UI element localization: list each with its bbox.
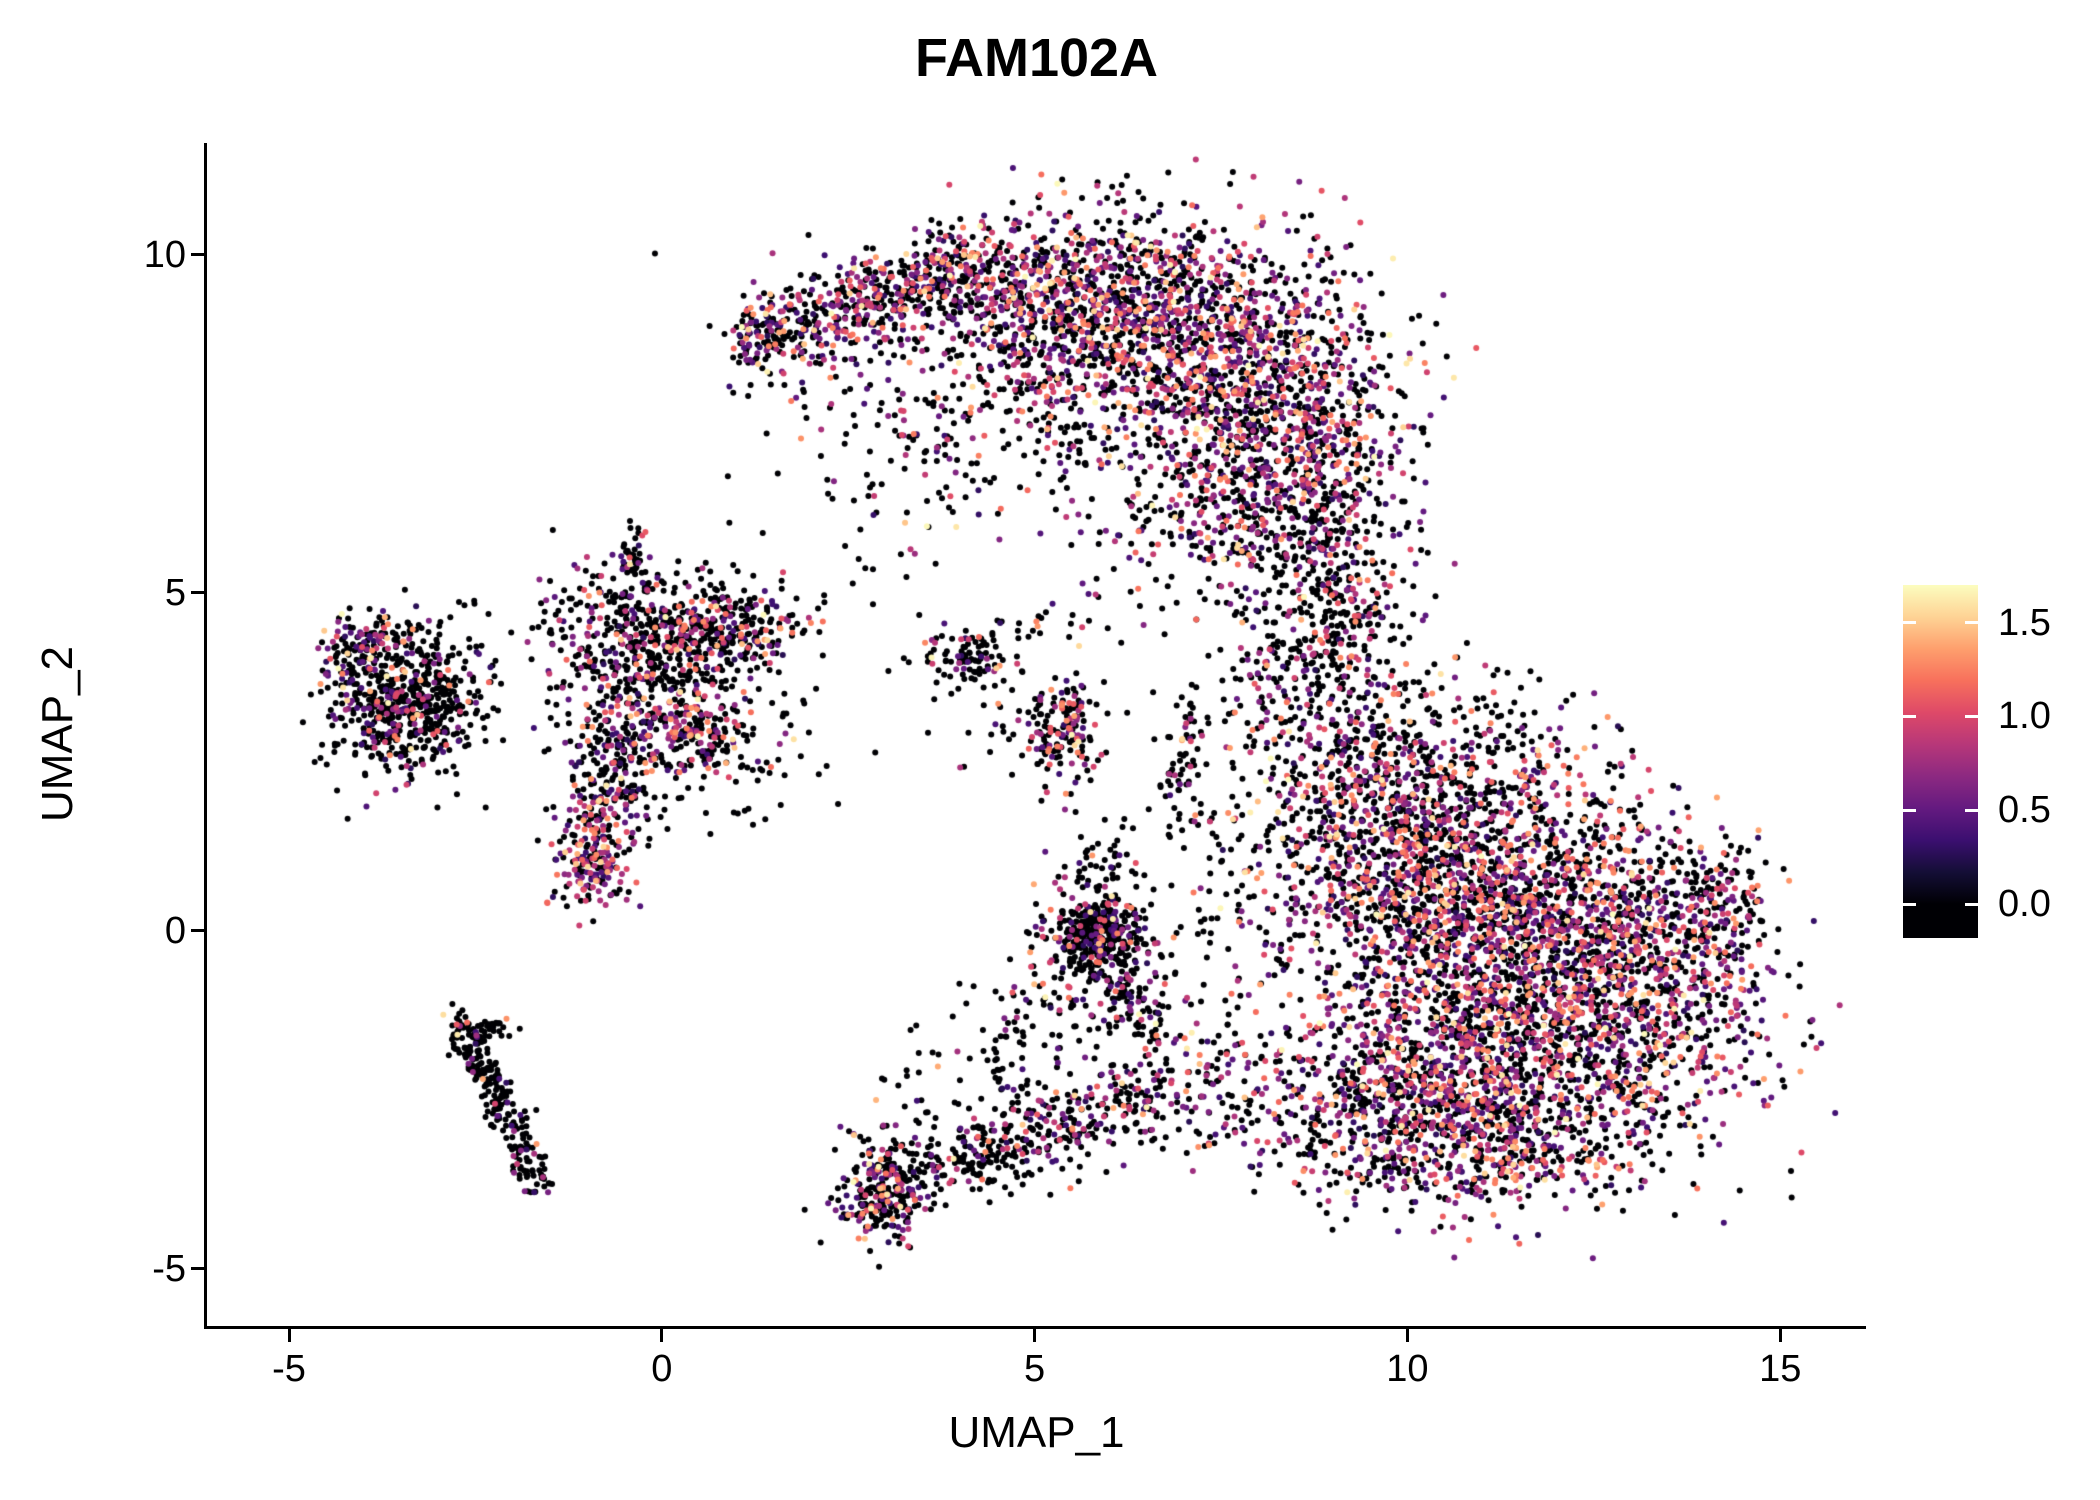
x-tick-label: 10 — [1386, 1348, 1429, 1390]
x-tick-mark — [1778, 1329, 1782, 1342]
x-tick-label: 0 — [651, 1348, 673, 1390]
y-tick-mark — [191, 929, 204, 933]
y-tick-label: 10 — [143, 233, 186, 276]
x-tick-mark — [1033, 1329, 1037, 1342]
colorbar-tick-mark — [1965, 902, 1978, 906]
x-tick-label: 5 — [1024, 1348, 1046, 1390]
x-axis-title: UMAP_1 — [948, 1408, 1125, 1457]
x-tick-label: -5 — [272, 1348, 306, 1390]
colorbar-tick-label: 0.0 — [1998, 883, 2051, 926]
colorbar-tick-mark — [1903, 621, 1916, 625]
x-tick-mark — [660, 1329, 664, 1342]
y-axis-line — [204, 143, 207, 1329]
colorbar-tick-mark — [1965, 808, 1978, 812]
y-tick-label: 5 — [164, 571, 186, 614]
scatter-canvas — [207, 143, 1866, 1326]
x-tick-label: 15 — [1759, 1348, 1802, 1390]
colorbar-tick-label: 1.5 — [1998, 601, 2051, 644]
colorbar-tick-label: 0.5 — [1998, 789, 2051, 832]
colorbar-tick-mark — [1903, 902, 1916, 906]
x-tick-mark — [287, 1329, 291, 1342]
y-tick-label: 0 — [164, 909, 186, 952]
y-tick-mark — [191, 1267, 204, 1271]
x-tick-mark — [1405, 1329, 1409, 1342]
plot-title: FAM102A — [914, 28, 1159, 88]
colorbar-tick-label: 1.0 — [1998, 695, 2051, 738]
y-tick-mark — [191, 253, 204, 257]
y-tick-mark — [191, 591, 204, 595]
colorbar-tick-mark — [1903, 714, 1916, 718]
colorbar-tick-mark — [1903, 808, 1916, 812]
plot-panel — [207, 143, 1866, 1326]
colorbar — [1903, 585, 1978, 938]
y-axis-title-text: UMAP_2 — [33, 645, 82, 823]
colorbar-tick-mark — [1965, 714, 1978, 718]
colorbar-tick-mark — [1965, 621, 1978, 625]
y-tick-label: -5 — [152, 1247, 186, 1290]
x-axis-line — [204, 1326, 1866, 1329]
colorbar-gradient — [1903, 585, 1978, 938]
